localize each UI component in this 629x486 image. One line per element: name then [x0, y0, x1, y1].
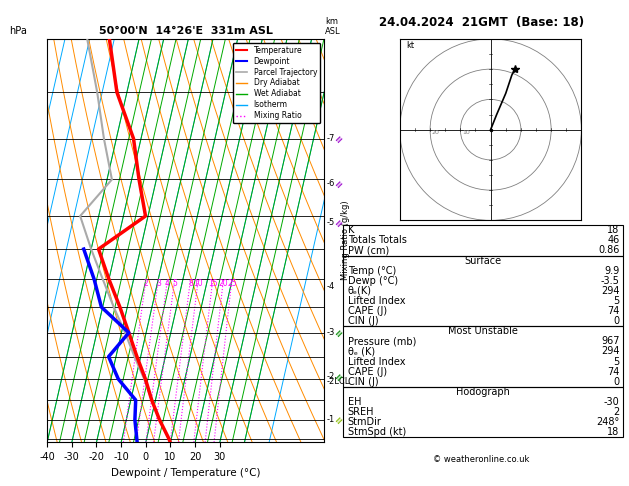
Text: Lifted Index: Lifted Index — [348, 357, 405, 366]
Text: 46: 46 — [608, 235, 620, 245]
Text: 294: 294 — [601, 347, 620, 356]
Text: 0: 0 — [613, 377, 620, 387]
Text: 15: 15 — [208, 279, 218, 288]
Text: -4: -4 — [327, 281, 335, 291]
Text: 18: 18 — [608, 427, 620, 437]
Text: 294: 294 — [601, 286, 620, 296]
Text: StmDir: StmDir — [348, 417, 382, 427]
Text: ≡: ≡ — [333, 216, 346, 229]
Text: ≡: ≡ — [333, 370, 346, 383]
Text: ≡: ≡ — [333, 326, 346, 339]
Text: -6: -6 — [327, 179, 335, 188]
Text: ≡: ≡ — [333, 177, 346, 190]
Text: 25: 25 — [227, 279, 237, 288]
Text: -2: -2 — [327, 372, 335, 382]
Text: -3: -3 — [327, 328, 335, 337]
Text: θₑ(K): θₑ(K) — [348, 286, 372, 296]
Text: 0.86: 0.86 — [598, 245, 620, 256]
Text: 3: 3 — [156, 279, 161, 288]
Text: Temp (°C): Temp (°C) — [348, 266, 396, 276]
Text: -5: -5 — [327, 218, 335, 227]
Text: 10: 10 — [194, 279, 203, 288]
Text: 967: 967 — [601, 336, 620, 347]
Text: Surface: Surface — [464, 256, 501, 265]
Text: 2: 2 — [143, 279, 148, 288]
Text: StmSpd (kt): StmSpd (kt) — [348, 427, 406, 437]
Text: CAPE (J): CAPE (J) — [348, 366, 387, 377]
Text: -3.5: -3.5 — [601, 276, 620, 286]
Text: 10: 10 — [462, 130, 470, 135]
X-axis label: Dewpoint / Temperature (°C): Dewpoint / Temperature (°C) — [111, 468, 260, 478]
Text: -30: -30 — [604, 397, 620, 407]
Text: 5: 5 — [172, 279, 177, 288]
Text: 20: 20 — [219, 279, 228, 288]
Text: Most Unstable: Most Unstable — [448, 326, 518, 336]
Text: -2LCL: -2LCL — [327, 377, 350, 386]
Text: Hodograph: Hodograph — [456, 387, 509, 397]
Text: 2: 2 — [613, 407, 620, 417]
Text: PW (cm): PW (cm) — [348, 245, 389, 256]
Text: CIN (J): CIN (J) — [348, 316, 379, 326]
Text: Pressure (mb): Pressure (mb) — [348, 336, 416, 347]
Text: Mixing Ratio (g/kg): Mixing Ratio (g/kg) — [342, 201, 350, 280]
Text: CAPE (J): CAPE (J) — [348, 306, 387, 316]
Text: K: K — [348, 226, 354, 235]
Text: ≡: ≡ — [333, 414, 346, 426]
Text: SREH: SREH — [348, 407, 374, 417]
Text: 18: 18 — [608, 226, 620, 235]
Text: Dewp (°C): Dewp (°C) — [348, 276, 398, 286]
Text: 20: 20 — [431, 130, 440, 135]
Text: kt: kt — [406, 41, 414, 50]
Text: 5: 5 — [613, 357, 620, 366]
Text: © weatheronline.co.uk: © weatheronline.co.uk — [433, 455, 530, 464]
Text: Lifted Index: Lifted Index — [348, 296, 405, 306]
Text: 24.04.2024  21GMT  (Base: 18): 24.04.2024 21GMT (Base: 18) — [379, 16, 584, 29]
Text: 74: 74 — [607, 366, 620, 377]
Text: 9.9: 9.9 — [604, 266, 620, 276]
Text: 5: 5 — [613, 296, 620, 306]
Text: km
ASL: km ASL — [325, 17, 341, 36]
Text: 0: 0 — [613, 316, 620, 326]
Text: θₑ (K): θₑ (K) — [348, 347, 375, 356]
Text: 4: 4 — [165, 279, 170, 288]
Text: 50°00'N  14°26'E  331m ASL: 50°00'N 14°26'E 331m ASL — [99, 26, 272, 36]
Text: hPa: hPa — [9, 26, 27, 36]
Text: -1: -1 — [327, 416, 335, 424]
Text: 248°: 248° — [596, 417, 620, 427]
Text: Totals Totals: Totals Totals — [348, 235, 407, 245]
Text: EH: EH — [348, 397, 361, 407]
Text: CIN (J): CIN (J) — [348, 377, 379, 387]
Text: -7: -7 — [327, 134, 335, 143]
Text: ≡: ≡ — [333, 132, 346, 145]
Text: 8: 8 — [188, 279, 193, 288]
Text: 74: 74 — [607, 306, 620, 316]
Legend: Temperature, Dewpoint, Parcel Trajectory, Dry Adiabat, Wet Adiabat, Isotherm, Mi: Temperature, Dewpoint, Parcel Trajectory… — [233, 43, 320, 123]
